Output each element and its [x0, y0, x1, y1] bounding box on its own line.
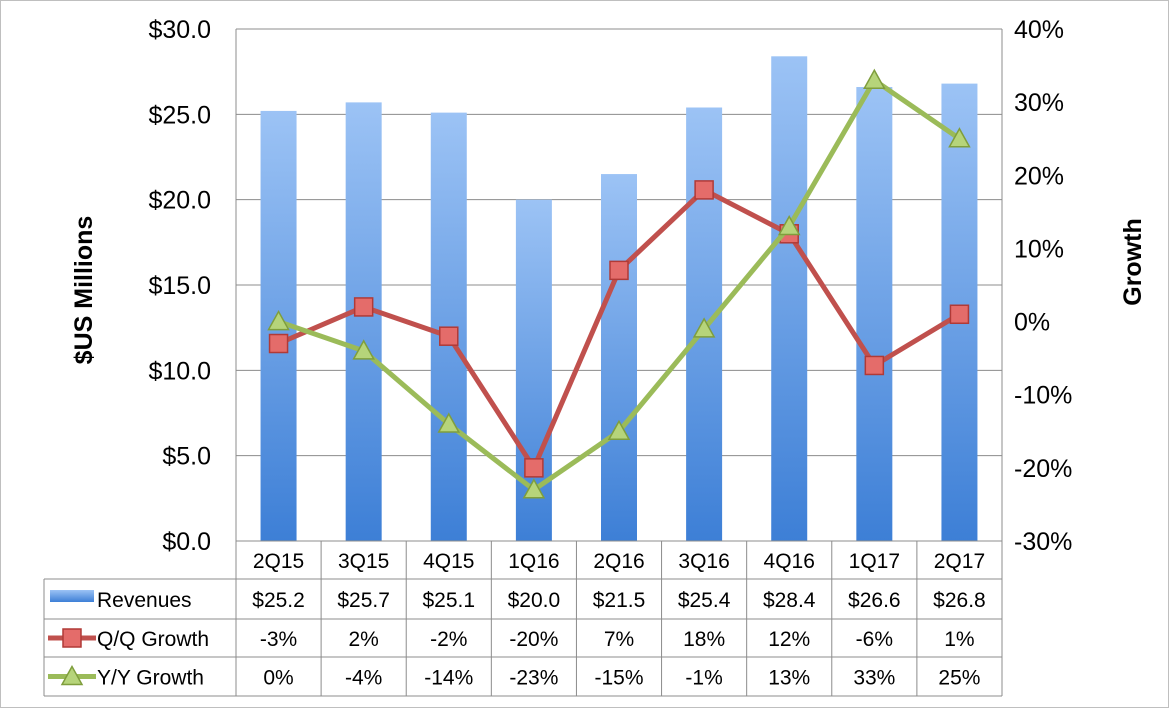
y2-axis-title: Growth: [1119, 218, 1147, 306]
yy-growth-point: [522, 478, 546, 499]
data-label: 2%: [348, 628, 378, 651]
yy-growth-point: [948, 127, 971, 148]
data-label: $25.4: [678, 589, 731, 612]
data-label: 13%: [768, 667, 810, 690]
line-series: [267, 68, 971, 499]
x-category-label: 3Q15: [338, 550, 389, 573]
bar-revenues: [856, 87, 893, 541]
axes: $0.0 $5.0 $10.0 $15.0 $20.0 $25.0 $30.0 -30% -20…: [148, 16, 1072, 556]
data-label: -3%: [260, 628, 297, 651]
data-label: -1%: [685, 667, 722, 690]
qq-growth-point: [353, 297, 374, 317]
y-axis-title: $US Millions: [70, 216, 98, 365]
bar-revenues: [771, 56, 808, 541]
y-tick-label: $10.0: [148, 357, 211, 385]
y-tick-label: $25.0: [148, 101, 211, 129]
yy-growth-point: [437, 412, 461, 433]
y-tick-label: $5.0: [162, 443, 211, 471]
data-label: $21.5: [593, 589, 646, 612]
yy-growth-point: [863, 68, 886, 89]
legend-key-marker-qq: [62, 628, 82, 648]
data-label: 33%: [853, 667, 895, 690]
data-label: -15%: [594, 667, 643, 690]
qq-growth-point: [949, 304, 970, 325]
bar-revenues: [345, 102, 382, 542]
x-category-label: 3Q16: [678, 550, 729, 573]
legend-label: Revenues: [97, 589, 192, 612]
x-category-label: 1Q16: [508, 550, 559, 573]
qq-growth-point: [524, 458, 544, 478]
yy-growth-point: [267, 310, 290, 331]
data-label: -2%: [430, 628, 467, 651]
x-category-label: 4Q16: [764, 550, 815, 573]
data-label: $25.1: [422, 589, 475, 612]
legend-key-revenues: [50, 590, 94, 602]
y2-tick-label: 10%: [1014, 235, 1064, 263]
y-tick-label: $0.0: [162, 528, 211, 556]
x-category-label: 2Q16: [593, 550, 644, 573]
y2-tick-label: 0%: [1014, 309, 1050, 337]
data-label: 1%: [944, 628, 974, 651]
data-label: $20.0: [508, 589, 561, 612]
y2-tick-label: -20%: [1014, 455, 1072, 483]
data-label: -14%: [424, 667, 473, 690]
data-label: 0%: [263, 667, 293, 690]
y-tick-label: $15.0: [148, 272, 211, 300]
bar-revenues: [601, 174, 637, 542]
qq-growth-point: [609, 260, 629, 281]
y2-tick-label: 30%: [1014, 89, 1064, 117]
y-tick-label: $20.0: [148, 187, 211, 215]
data-label: 18%: [683, 628, 725, 651]
data-label: $28.4: [763, 589, 816, 612]
qq-growth-point: [694, 180, 714, 200]
y2-tick-label: 20%: [1014, 162, 1064, 190]
qq-growth-point: [864, 355, 885, 376]
legend-label: Y/Y Growth: [97, 667, 204, 690]
y-tick-label: $30.0: [148, 16, 211, 44]
x-category-label: 1Q17: [849, 550, 900, 573]
legend-key-marker-yy: [60, 664, 84, 686]
yy-growth-point: [777, 214, 801, 236]
data-label: $26.8: [933, 589, 986, 612]
y2-tick-label: -10%: [1014, 382, 1072, 410]
data-label: $25.7: [337, 589, 390, 612]
y2-tick-label: 40%: [1014, 16, 1064, 44]
yy-growth-point: [692, 317, 716, 338]
data-label: 12%: [768, 628, 810, 651]
data-table: 2Q15 3Q15 4Q15 1Q16 2Q16 3Q16 4Q16 1Q17 2Q17 Reve…: [43, 541, 1003, 697]
yy-growth-point: [352, 339, 375, 360]
yy-growth-point: [607, 419, 631, 441]
data-label: $25.2: [252, 589, 305, 612]
legend-label: Q/Q Growth: [97, 628, 209, 651]
data-label: -4%: [345, 667, 382, 690]
data-label: 25%: [938, 667, 980, 690]
data-label: -23%: [509, 667, 558, 690]
x-category-label: 2Q15: [253, 550, 304, 573]
qq-growth-point: [268, 333, 289, 354]
x-category-label: 2Q17: [934, 550, 985, 573]
data-label: -6%: [856, 628, 893, 651]
x-category-label: 4Q15: [423, 550, 474, 573]
qq-growth-point: [439, 326, 459, 346]
data-label: -20%: [509, 628, 558, 651]
data-label: $26.6: [848, 589, 901, 612]
data-label: 7%: [604, 628, 634, 651]
y2-tick-label: -30%: [1014, 528, 1072, 556]
